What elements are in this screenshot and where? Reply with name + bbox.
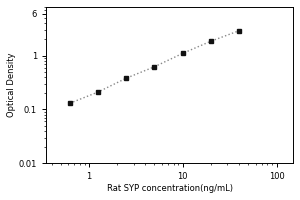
Y-axis label: Optical Density: Optical Density <box>7 53 16 117</box>
X-axis label: Rat SYP concentration(ng/mL): Rat SYP concentration(ng/mL) <box>106 184 232 193</box>
